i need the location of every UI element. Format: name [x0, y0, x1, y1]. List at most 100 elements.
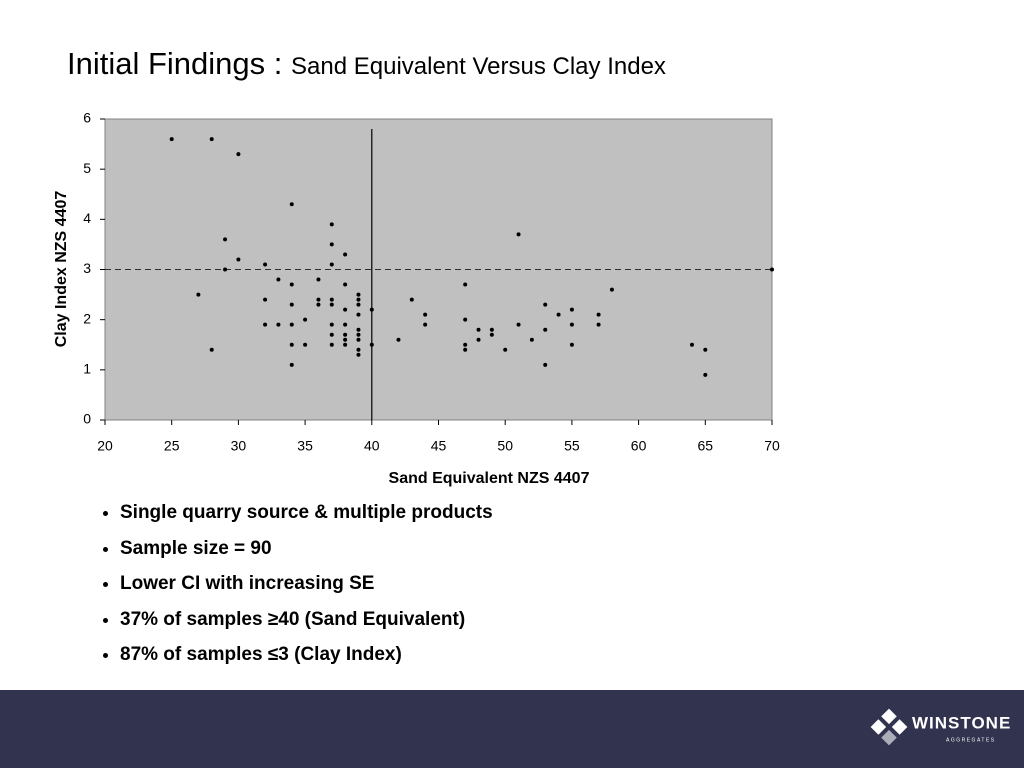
point	[463, 317, 468, 322]
x-tick-label: 70	[764, 438, 780, 454]
x-tick-label: 50	[497, 438, 513, 454]
chart: Sand Equivalent NZS 4407 Clay Index NZS …	[53, 110, 780, 488]
point	[329, 302, 334, 307]
point	[289, 322, 294, 327]
point	[356, 312, 361, 317]
point	[169, 137, 174, 142]
point	[316, 302, 321, 307]
logo: WINSTONE AGGREGATES	[870, 708, 1011, 746]
x-tick-label: 65	[698, 438, 714, 454]
point	[569, 322, 574, 327]
point	[209, 347, 214, 352]
point	[343, 307, 348, 312]
point	[316, 277, 321, 282]
point	[529, 337, 534, 342]
logo-subtext: AGGREGATES	[946, 737, 996, 743]
point	[356, 337, 361, 342]
bullet: 87% of samples ≤3 (Clay Index)	[120, 644, 493, 680]
point	[263, 262, 268, 267]
point	[503, 347, 508, 352]
point	[276, 322, 281, 327]
point	[689, 342, 694, 347]
x-tick-label: 35	[297, 438, 313, 454]
point	[596, 322, 601, 327]
title-main: Initial Findings :	[67, 46, 283, 81]
logo-text: WINSTONE	[912, 713, 1011, 732]
y-tick-label: 5	[83, 160, 91, 176]
point	[463, 342, 468, 347]
point	[543, 302, 548, 307]
point	[396, 337, 401, 342]
point	[343, 252, 348, 257]
slide-title: Initial Findings : Sand Equivalent Versu…	[67, 46, 666, 82]
point	[329, 342, 334, 347]
point	[329, 297, 334, 302]
point	[276, 277, 281, 282]
x-tick-label: 25	[164, 438, 180, 454]
point	[356, 332, 361, 337]
point	[303, 317, 308, 322]
point	[423, 312, 428, 317]
point	[463, 282, 468, 287]
point	[476, 327, 481, 332]
x-tick-label: 45	[431, 438, 447, 454]
x-tick-label: 20	[97, 438, 113, 454]
point	[489, 332, 494, 337]
point	[569, 307, 574, 312]
point	[329, 222, 334, 227]
point	[236, 152, 241, 157]
point	[770, 267, 774, 272]
point	[369, 342, 374, 347]
y-tick-label: 0	[83, 411, 91, 427]
point	[356, 352, 361, 357]
point	[703, 347, 708, 352]
point	[516, 322, 521, 327]
point	[356, 327, 361, 332]
point	[463, 347, 468, 352]
point	[329, 262, 334, 267]
y-tick-label: 3	[83, 260, 91, 276]
point	[543, 327, 548, 332]
point	[343, 342, 348, 347]
point	[196, 292, 201, 297]
point	[543, 362, 548, 367]
bullet: 37% of samples ≥40 (Sand Equivalent)	[120, 609, 493, 645]
point	[329, 332, 334, 337]
logo-mark	[870, 708, 908, 746]
point	[236, 257, 241, 262]
x-tick-label: 60	[631, 438, 647, 454]
point	[356, 302, 361, 307]
bullet: Lower CI with increasing SE	[120, 573, 493, 609]
point	[703, 372, 708, 377]
point	[369, 307, 374, 312]
point	[289, 282, 294, 287]
bullet: Sample size = 90	[120, 538, 493, 574]
point	[209, 137, 214, 142]
point	[609, 287, 614, 292]
point	[343, 332, 348, 337]
point	[289, 202, 294, 207]
point	[569, 342, 574, 347]
point	[289, 302, 294, 307]
point	[489, 327, 494, 332]
y-axis-label: Clay Index NZS 4407	[53, 191, 70, 348]
point	[423, 322, 428, 327]
x-tick-label: 40	[364, 438, 380, 454]
point	[556, 312, 561, 317]
y-tick-label: 6	[83, 110, 91, 126]
point	[223, 267, 228, 272]
point	[289, 342, 294, 347]
y-tick-label: 1	[83, 361, 91, 377]
x-tick-label: 30	[231, 438, 247, 454]
footer-band: WINSTONE AGGREGATES	[0, 690, 1024, 768]
point	[329, 322, 334, 327]
point	[409, 297, 414, 302]
y-tick-label: 4	[83, 210, 91, 226]
bullet: Single quarry source & multiple products	[120, 502, 493, 538]
point	[596, 312, 601, 317]
point	[356, 347, 361, 352]
y-tick-label: 2	[83, 310, 91, 326]
point	[343, 282, 348, 287]
bullet-list: Single quarry source & multiple products…	[90, 502, 493, 680]
title-sub: Sand Equivalent Versus Clay Index	[291, 53, 666, 80]
